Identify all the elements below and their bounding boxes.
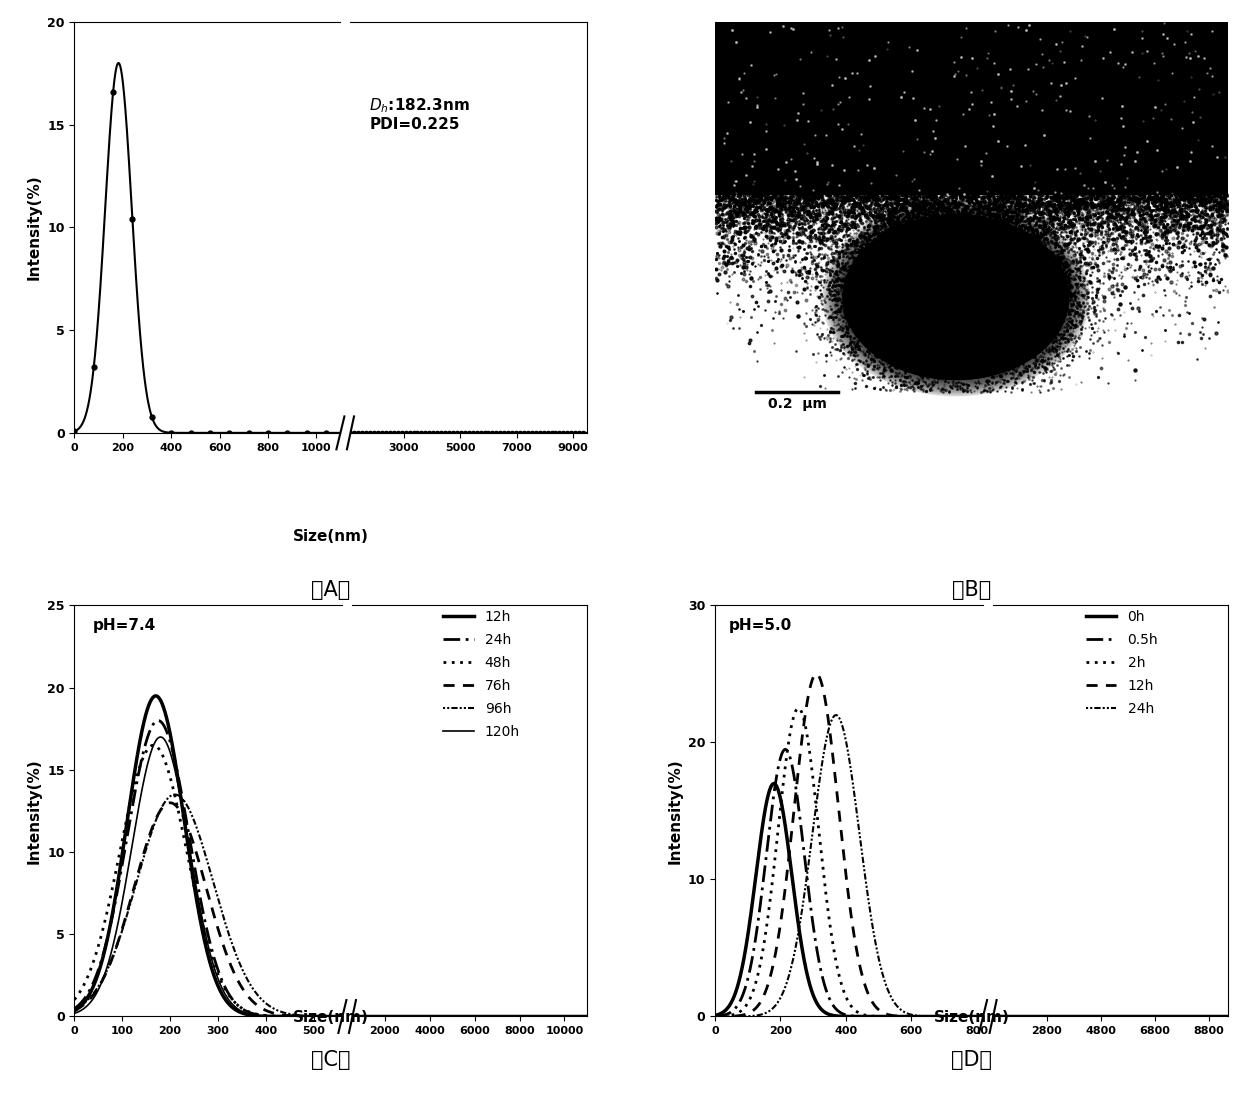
Ellipse shape xyxy=(825,200,1087,395)
Ellipse shape xyxy=(828,203,1084,391)
Text: $D_h$:182.3nm
PDI=0.225: $D_h$:182.3nm PDI=0.225 xyxy=(370,96,470,132)
Text: （D）: （D） xyxy=(951,1049,992,1070)
Text: pH=7.4: pH=7.4 xyxy=(93,618,156,633)
Ellipse shape xyxy=(838,212,1073,383)
Y-axis label: Intensity(%): Intensity(%) xyxy=(26,759,42,863)
Ellipse shape xyxy=(832,205,1080,389)
Text: （B）: （B） xyxy=(952,579,991,600)
Text: Size(nm): Size(nm) xyxy=(934,1010,1009,1025)
Text: Size(nm): Size(nm) xyxy=(293,529,368,544)
Ellipse shape xyxy=(841,213,1071,381)
Text: （C）: （C） xyxy=(311,1049,351,1070)
Ellipse shape xyxy=(843,215,1069,379)
Text: 0.2  μm: 0.2 μm xyxy=(768,397,827,411)
Ellipse shape xyxy=(836,209,1076,386)
Ellipse shape xyxy=(835,208,1078,387)
Ellipse shape xyxy=(837,210,1075,384)
Legend: 0h, 0.5h, 2h, 12h, 24h: 0h, 0.5h, 2h, 12h, 24h xyxy=(1080,604,1164,721)
Y-axis label: Intensity(%): Intensity(%) xyxy=(667,759,682,863)
Ellipse shape xyxy=(843,215,1069,379)
Ellipse shape xyxy=(830,204,1081,390)
Legend: 12h, 24h, 48h, 76h, 96h, 120h: 12h, 24h, 48h, 76h, 96h, 120h xyxy=(438,604,526,744)
Text: （A）: （A） xyxy=(311,579,350,600)
Text: Size(nm): Size(nm) xyxy=(293,1010,368,1025)
Y-axis label: Intensity(%): Intensity(%) xyxy=(26,175,42,280)
Ellipse shape xyxy=(833,207,1079,388)
Ellipse shape xyxy=(827,202,1085,392)
Ellipse shape xyxy=(822,199,1089,396)
Ellipse shape xyxy=(842,214,1070,380)
Ellipse shape xyxy=(826,201,1086,393)
Text: pH=5.0: pH=5.0 xyxy=(728,618,791,633)
Bar xyxy=(715,22,1228,195)
